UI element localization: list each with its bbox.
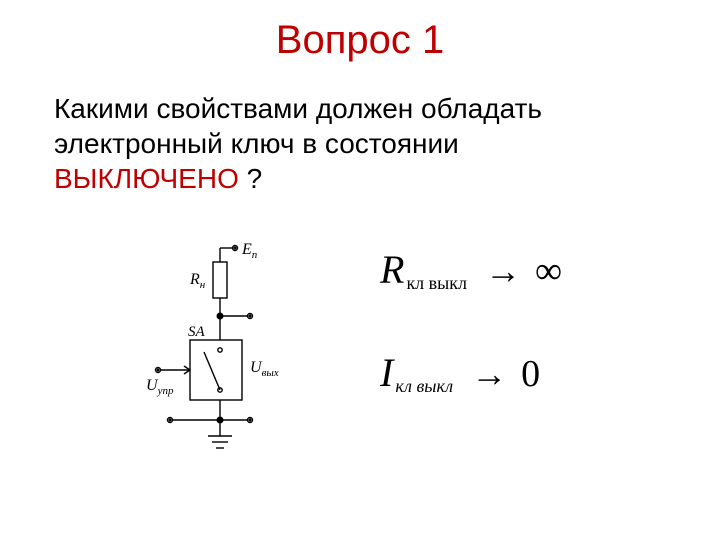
equation-i: I кл выкл → 0 [380,349,680,396]
slide-title: Вопрос 1 [0,0,720,91]
eq-i-arrow: → [471,353,507,395]
question-text: Какими свойствами должен обладать электр… [0,91,720,196]
svg-text:SA: SA [188,324,206,340]
equation-r: R кл выкл → ∞ [380,246,680,293]
question-highlight: ВЫКЛЮЧЕНО [54,163,239,194]
eq-r-target: ∞ [535,249,562,293]
eq-i-target: 0 [521,352,540,396]
equations-block: R кл выкл → ∞ I кл выкл → 0 [380,246,680,452]
eq-r-var: R [380,246,404,293]
circuit-diagram: En Rн SA [140,240,320,470]
eq-i-var: I [380,349,393,396]
eq-r-sub: кл выкл [406,273,467,294]
eq-r-arrow: → [485,250,521,292]
svg-text:Rн: Rн [189,271,206,291]
svg-text:Uупр: Uупр [146,377,174,397]
svg-text:En: En [241,241,258,261]
question-tail: ? [239,163,262,194]
question-line1: Какими свойствами должен обладать [54,93,542,124]
question-line2: электронный ключ в состоянии [54,128,459,159]
eq-i-sub: кл выкл [395,376,453,397]
svg-text:Uвых: Uвых [250,359,279,379]
content-area: En Rн SA [0,240,720,500]
